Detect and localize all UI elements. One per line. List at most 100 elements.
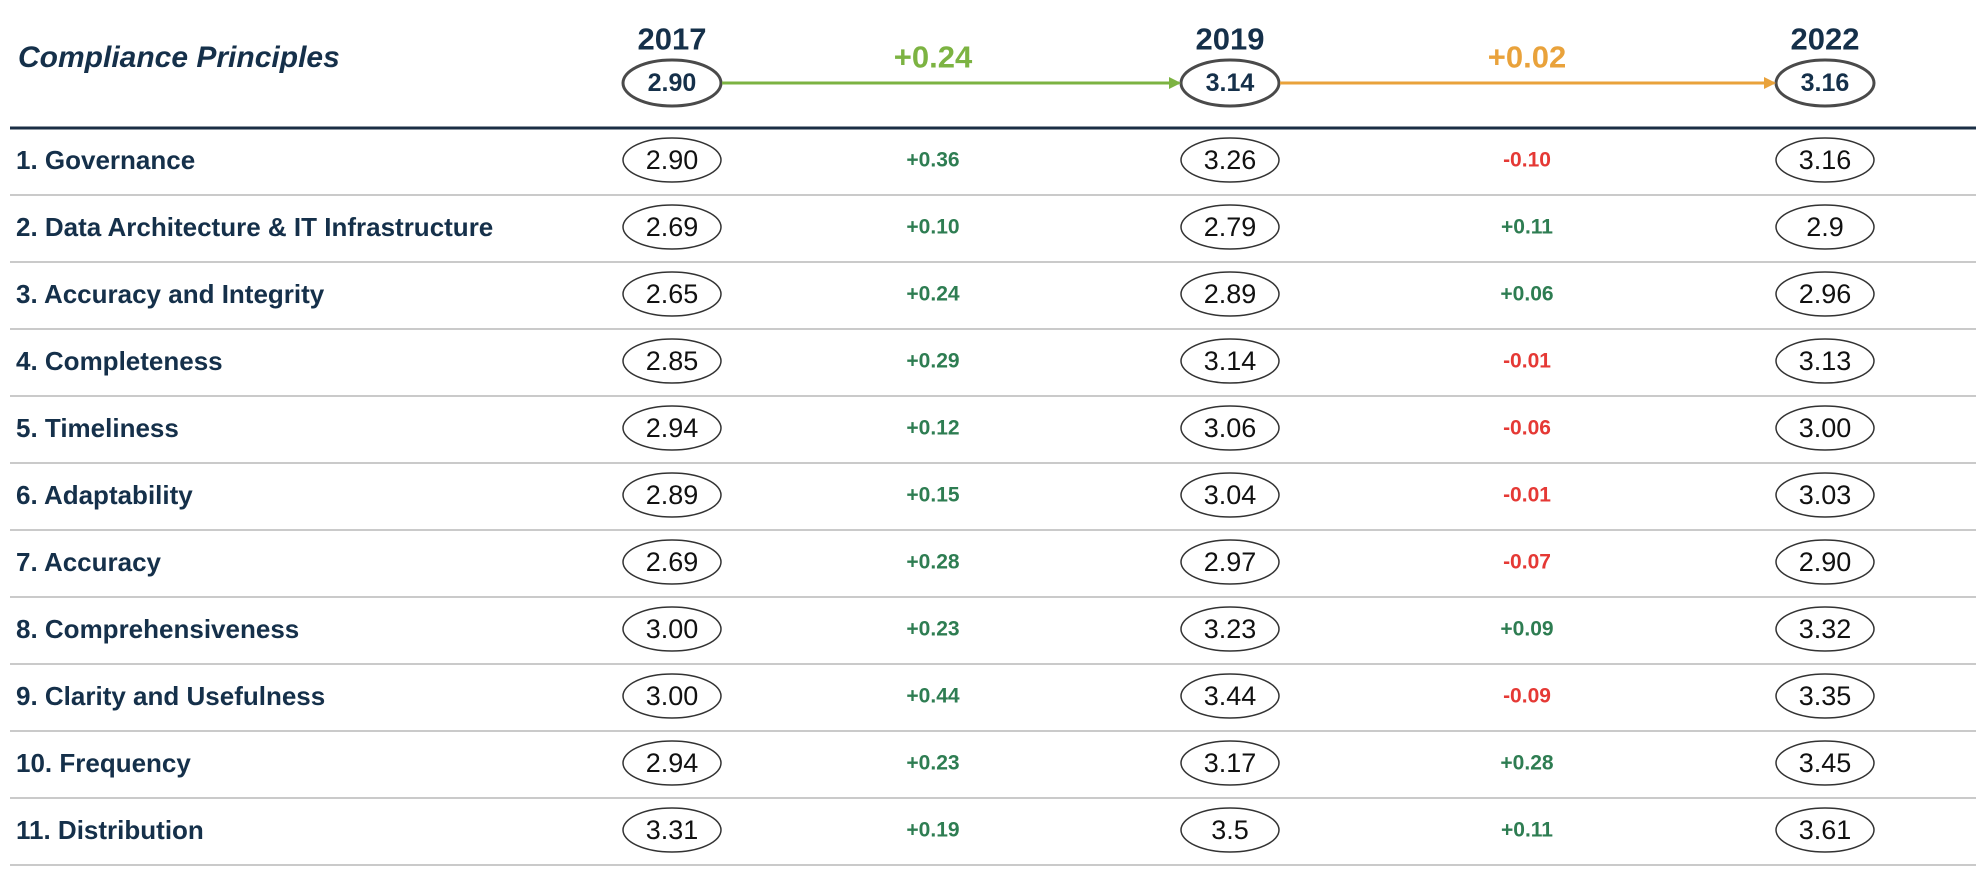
change-value: +0.28 [1500, 752, 1553, 775]
change-value: +0.09 [1500, 618, 1553, 641]
score-value: 2.97 [1204, 547, 1257, 577]
row-label: 8. Comprehensiveness [16, 614, 299, 644]
change-value: +0.10 [906, 216, 959, 239]
score-oval [622, 606, 722, 652]
score-oval [1180, 338, 1280, 384]
score-value: 2.94 [646, 413, 699, 443]
score-oval [622, 673, 722, 719]
overall-score-oval [1774, 58, 1876, 108]
change-value: +0.11 [1501, 216, 1553, 239]
score-value: 3.61 [1799, 815, 1852, 845]
overall-score-oval [1179, 58, 1281, 108]
row-label: 4. Completeness [16, 346, 223, 376]
score-value: 3.00 [646, 614, 699, 644]
score-oval [622, 740, 722, 786]
score-oval [622, 338, 722, 384]
score-oval [622, 405, 722, 451]
change-value: +0.36 [906, 149, 959, 172]
score-oval [622, 472, 722, 518]
score-oval [622, 539, 722, 585]
score-value: 2.69 [646, 212, 699, 242]
score-oval [1775, 271, 1875, 317]
score-value: 3.14 [1204, 346, 1257, 376]
score-value: 2.9 [1806, 212, 1844, 242]
change-value: +0.29 [906, 350, 959, 373]
score-oval [1775, 137, 1875, 183]
year-header-2017: 2017 [638, 22, 707, 57]
score-value: 3.00 [646, 681, 699, 711]
score-oval [1180, 137, 1280, 183]
score-oval [1775, 204, 1875, 250]
row-label: 10. Frequency [16, 748, 191, 778]
score-value: 3.03 [1799, 480, 1852, 510]
score-oval [1180, 606, 1280, 652]
score-value: 3.44 [1204, 681, 1257, 711]
score-value: 3.35 [1799, 681, 1852, 711]
score-value: 3.13 [1799, 346, 1852, 376]
change-value: +0.15 [906, 484, 959, 507]
change-value: -0.01 [1503, 484, 1551, 507]
score-value: 2.79 [1204, 212, 1257, 242]
score-value: 3.26 [1204, 145, 1257, 175]
score-value: 2.90 [1799, 547, 1852, 577]
row-label: 6. Adaptability [16, 480, 193, 510]
row-label: 3. Accuracy and Integrity [16, 279, 325, 309]
score-value: 3.04 [1204, 480, 1257, 510]
score-oval [1180, 740, 1280, 786]
score-oval [622, 271, 722, 317]
change-value: +0.28 [906, 551, 959, 574]
change-value: +0.23 [906, 752, 959, 775]
score-value: 3.06 [1204, 413, 1257, 443]
change-value: -0.07 [1503, 551, 1551, 574]
change-value: -0.06 [1503, 417, 1551, 440]
score-oval [1775, 740, 1875, 786]
row-label: 7. Accuracy [16, 547, 162, 577]
overall-score-2019: 3.14 [1206, 69, 1255, 97]
year-header-2019: 2019 [1196, 22, 1265, 57]
score-oval [1775, 606, 1875, 652]
score-oval [1180, 204, 1280, 250]
overall-score-oval [621, 58, 723, 108]
score-value: 2.96 [1799, 279, 1852, 309]
score-value: 3.17 [1204, 748, 1257, 778]
score-oval [1775, 539, 1875, 585]
score-oval [1775, 405, 1875, 451]
score-value: 2.94 [646, 748, 699, 778]
change-value: +0.19 [906, 819, 959, 842]
score-value: 3.23 [1204, 614, 1257, 644]
score-value: 3.32 [1799, 614, 1852, 644]
year-header-2022: 2022 [1791, 22, 1860, 57]
score-oval [622, 137, 722, 183]
score-value: 2.89 [646, 480, 699, 510]
score-oval [1775, 472, 1875, 518]
score-oval [1775, 338, 1875, 384]
score-value: 2.65 [646, 279, 699, 309]
change-value: +0.23 [906, 618, 959, 641]
overall-change-label: +0.24 [894, 40, 973, 75]
score-oval [1180, 405, 1280, 451]
score-oval [1180, 673, 1280, 719]
score-value: 2.89 [1204, 279, 1257, 309]
overall-change-label: +0.02 [1488, 40, 1566, 75]
change-value: +0.44 [906, 685, 959, 708]
score-oval [1180, 472, 1280, 518]
score-value: 3.31 [646, 815, 699, 845]
score-value: 2.69 [646, 547, 699, 577]
overall-score-2022: 3.16 [1801, 69, 1850, 97]
change-value: +0.12 [906, 417, 959, 440]
score-oval [1180, 271, 1280, 317]
score-oval [1775, 673, 1875, 719]
row-label: 1. Governance [16, 145, 195, 175]
page-title: Compliance Principles [18, 41, 340, 74]
change-value: +0.06 [1500, 283, 1553, 306]
score-value: 3.16 [1799, 145, 1852, 175]
overall-score-2017: 2.90 [648, 69, 697, 97]
change-value: -0.09 [1503, 685, 1551, 708]
score-value: 3.45 [1799, 748, 1852, 778]
score-oval [1180, 539, 1280, 585]
score-oval [1180, 807, 1280, 853]
row-label: 11. Distribution [16, 815, 204, 845]
row-label: 9. Clarity and Usefulness [16, 681, 325, 711]
